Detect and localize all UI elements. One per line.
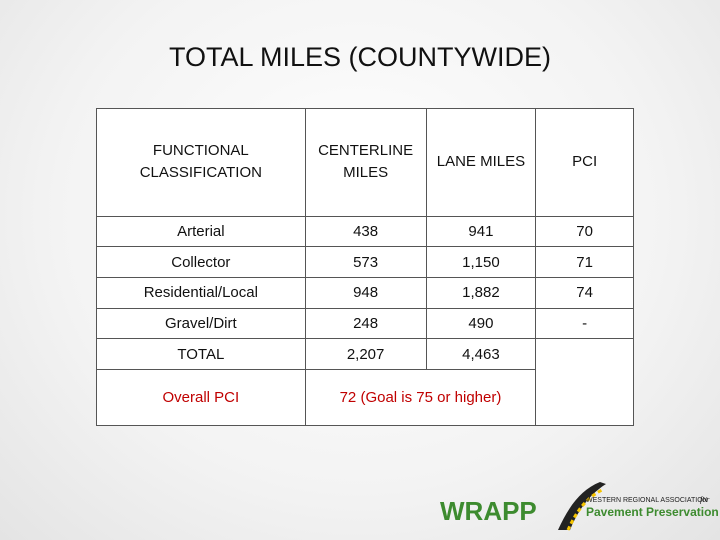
table-cell: Residential/Local [96,276,306,309]
logo-for: for [700,495,710,504]
header-text: PCI [572,153,598,171]
header-text: FUNCTIONAL CLASSIFICATION [139,142,262,182]
table-cell: - [535,307,634,340]
table-cell: 70 [535,215,634,248]
table-row: Gravel/Dirt 248 490- [96,307,634,340]
table-cell: Collector [96,246,306,278]
table-cell: 1,882 [425,276,537,309]
table-cell: Gravel/Dirt [96,307,306,340]
table-cell: 490 [425,307,537,340]
header-cell: FUNCTIONAL CLASSIFICATION [96,108,306,217]
table-cell: 71 [535,246,634,278]
table-row: Residential/Local 948 1,882 74 [96,276,634,309]
table-row: TOTAL 2,207 4,463 [96,338,634,426]
slide-title: TOTAL MILES (COUNTYWIDE) [168,42,552,72]
table-cell: 948 [304,276,427,309]
table-row: Collector 573 1,150 71 [96,246,634,278]
table-cell: 438 [304,215,427,248]
wrapp-logo: WRAPP WESTERN REGIONAL ASSOCIATION for P… [440,482,719,531]
header-cell: CENTERLINE MILES [304,108,427,217]
header-row: FUNCTIONAL CLASSIFICATION CENTERLINE MIL… [96,108,634,217]
table-cell: 573 [304,246,427,278]
overall-label: Overall PCI [96,369,306,426]
overall-value: 72 (Goal is 75 or higher) [304,369,537,426]
miles-table: FUNCTIONAL CLASSIFICATION CENTERLINE MIL… [96,108,634,426]
logo-org: WESTERN REGIONAL ASSOCIATION [586,497,708,504]
header-text: LANE MILES [436,153,526,171]
table-cell: TOTAL [96,338,306,370]
table-cell: 248 [304,307,427,340]
header-cell: PCI [535,108,634,217]
logo-sub: Pavement Preservation [586,505,719,519]
logo-name: WRAPP [440,496,537,526]
empty-cell [535,338,634,426]
logo-stripe [566,488,603,531]
header-cell: LANE MILES [425,108,537,217]
table-cell: 941 [425,215,537,248]
table-row: Arterial 438 941 70 [96,215,634,248]
table-cell: 74 [535,276,634,309]
logo-swoosh [558,482,606,530]
table-cell: 2,207 [304,338,427,370]
table-cell: 1,150 [425,246,537,278]
table-cell: 4,463 [425,338,537,370]
overall-row: Overall PCI 72 (Goal is 75 or higher) [96,369,634,426]
table-body: Arterial 438 941 70 Collector 573 1,150 71 Resid… [96,215,634,426]
header-text: CENTERLINE MILES [318,142,414,182]
table-cell: Arterial [96,215,306,248]
